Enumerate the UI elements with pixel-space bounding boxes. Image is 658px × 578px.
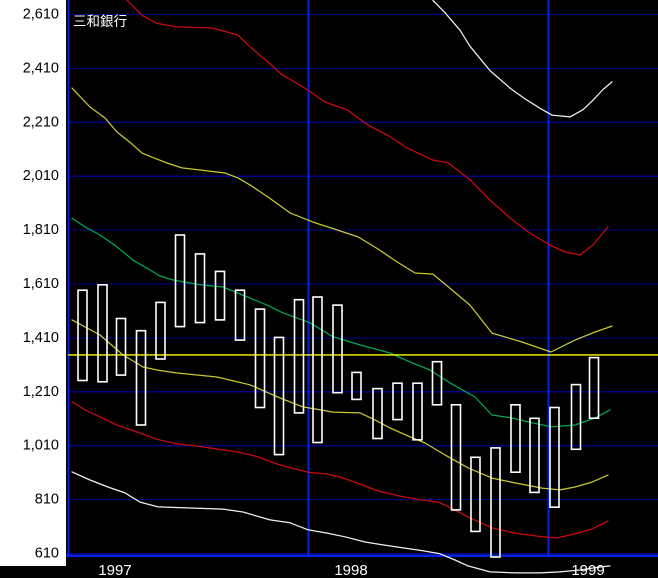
candle bbox=[510, 403, 521, 473]
candle bbox=[115, 317, 127, 376]
candle bbox=[431, 360, 443, 406]
candle bbox=[412, 382, 423, 441]
y-axis-tick-label: 2,010 bbox=[23, 168, 59, 184]
x-axis-year-label: 1997 bbox=[98, 562, 131, 578]
candle bbox=[470, 456, 481, 533]
y-axis-tick-label: 810 bbox=[35, 492, 59, 508]
candle bbox=[254, 308, 266, 409]
candle bbox=[155, 301, 166, 360]
candle bbox=[549, 406, 560, 508]
y-axis-tick-label: 2,210 bbox=[23, 114, 59, 130]
y-axis-tick-label: 1,810 bbox=[23, 222, 59, 238]
band-upper-white bbox=[432, 0, 613, 118]
candle bbox=[529, 417, 540, 494]
candle bbox=[351, 371, 362, 401]
candle-layer bbox=[77, 234, 600, 558]
candle bbox=[97, 283, 108, 383]
candle bbox=[214, 270, 226, 321]
y-axis-tick-label: 2,610 bbox=[23, 7, 59, 23]
x-axis-year-label: 1998 bbox=[334, 562, 367, 578]
candle bbox=[372, 387, 383, 440]
chart-title: 三和銀行 bbox=[73, 14, 127, 30]
candle bbox=[194, 253, 206, 324]
y-axis-tick-label: 2,410 bbox=[23, 60, 59, 76]
candle bbox=[273, 336, 285, 456]
y-axis-tick-label: 1,610 bbox=[23, 276, 59, 292]
candle bbox=[490, 447, 501, 558]
band-lower-white bbox=[71, 471, 611, 574]
y-axis-tick-label: 1,210 bbox=[23, 384, 59, 400]
gridline-layer bbox=[66, 0, 658, 557]
y-axis-tick-label: 1,410 bbox=[23, 330, 59, 346]
band-lower-red bbox=[71, 401, 609, 539]
band-lower-yellow bbox=[71, 319, 609, 491]
candle bbox=[332, 304, 343, 394]
x-axis-year-label: 1999 bbox=[571, 562, 604, 578]
band-upper-yellow bbox=[71, 87, 613, 353]
candle bbox=[392, 382, 403, 421]
candle bbox=[77, 289, 88, 382]
candle bbox=[312, 296, 323, 444]
y-axis-tick-label: 1,010 bbox=[23, 438, 59, 454]
candle bbox=[234, 289, 246, 341]
candle bbox=[588, 356, 600, 420]
candle bbox=[570, 383, 582, 451]
band-upper-red bbox=[126, 0, 609, 256]
axis-label-layer: 2,610 2,410 2,210 2,010 1,810 1,610 1,410 1,210… bbox=[23, 7, 605, 578]
candle bbox=[450, 403, 462, 511]
candle bbox=[135, 329, 147, 426]
y-axis-gutter bbox=[0, 0, 66, 566]
y-axis-tick-label: 610 bbox=[35, 546, 59, 562]
candle bbox=[174, 234, 186, 328]
candle bbox=[293, 298, 305, 414]
